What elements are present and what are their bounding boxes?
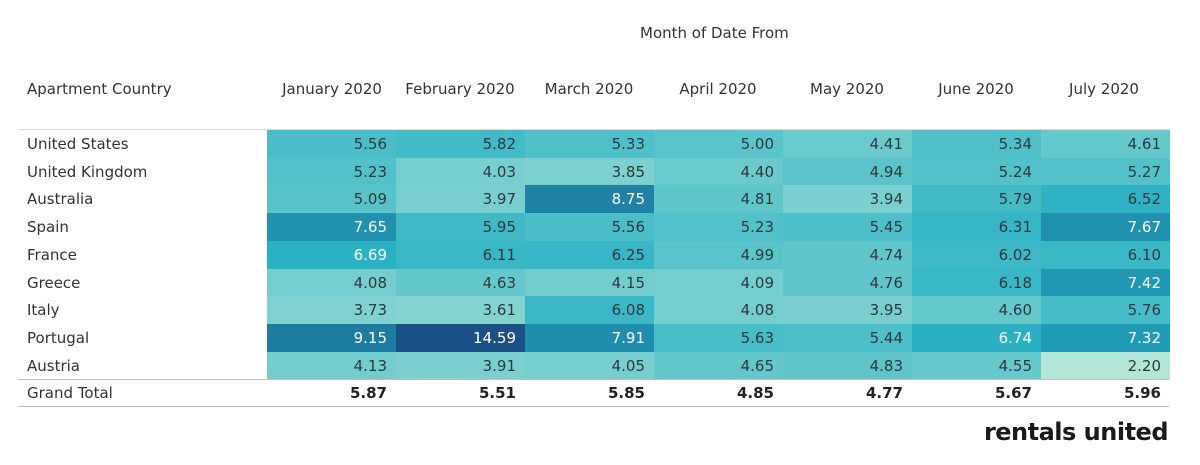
month-header: May 2020 (810, 80, 884, 98)
grand-total-cell: 5.96 (1123, 384, 1161, 402)
heatmap-cell: 6.74 (912, 323, 1041, 352)
grand-total-cell: 4.85 (736, 384, 774, 402)
heatmap-cell: 5.09 (267, 185, 396, 214)
heatmap-cell: 4.65 (654, 351, 783, 380)
heatmap-cell: 3.85 (525, 157, 654, 186)
grand-total-cell: 5.87 (349, 384, 387, 402)
heatmap-cell: 8.75 (525, 185, 654, 214)
heatmap-cell: 7.67 (1041, 213, 1170, 242)
heatmap-cell: 5.44 (783, 323, 912, 352)
grand-total-cell: 5.85 (607, 384, 645, 402)
grand-total-cell: 5.67 (994, 384, 1032, 402)
heatmap-cell: 4.08 (654, 296, 783, 325)
heatmap-cell: 4.08 (267, 268, 396, 297)
heatmap-cell: 4.81 (654, 185, 783, 214)
heatmap-cell: 4.63 (396, 268, 525, 297)
row-label: United States (27, 135, 129, 153)
month-header: April 2020 (679, 80, 757, 98)
heatmap-cell: 6.02 (912, 240, 1041, 269)
heatmap-cell: 6.18 (912, 268, 1041, 297)
heatmap-cell: 4.03 (396, 157, 525, 186)
heatmap-cell: 6.69 (267, 240, 396, 269)
heatmap-cell: 4.05 (525, 351, 654, 380)
grand-total-cell: 5.51 (478, 384, 516, 402)
heatmap-cell: 4.99 (654, 240, 783, 269)
rentals-united-logo: rentals united (983, 418, 1169, 446)
total-divider-bottom (18, 406, 1169, 407)
row-label: Portugal (27, 328, 90, 347)
heatmap-cell: 6.08 (525, 296, 654, 325)
heatmap-cell: 5.33 (525, 130, 654, 158)
row-label: United Kingdom (27, 162, 148, 181)
heatmap-cell: 4.74 (783, 240, 912, 269)
heatmap-cell: 3.94 (783, 185, 912, 214)
heatmap-cell: 3.91 (396, 351, 525, 380)
heatmap-cell: 4.40 (654, 157, 783, 186)
row-label: France (27, 245, 77, 264)
month-header: March 2020 (544, 80, 634, 98)
heatmap-cell: 4.60 (912, 296, 1041, 325)
heatmap-cell: 5.24 (912, 157, 1041, 186)
heatmap-cell: 4.83 (783, 351, 912, 380)
heatmap-cell: 4.76 (783, 268, 912, 297)
heatmap-cell: 4.13 (267, 351, 396, 380)
heatmap-cell: 5.45 (783, 213, 912, 242)
row-label: Italy (27, 301, 60, 320)
heatmap-grid: 5.56 5.82 5.33 5.00 4.41 5.34 4.61 5.23 4.03 3.85… (267, 130, 1170, 380)
heatmap-cell: 9.15 (267, 323, 396, 352)
month-header: July 2020 (1069, 80, 1139, 98)
heatmap-cell: 4.15 (525, 268, 654, 297)
heatmap-cell: 3.61 (396, 296, 525, 325)
row-label: Greece (27, 273, 81, 292)
heatmap-cell: 4.55 (912, 351, 1041, 380)
heatmap-cell: 5.56 (267, 130, 396, 158)
month-header: June 2020 (938, 80, 1014, 98)
heatmap-cell: 3.73 (267, 296, 396, 325)
heatmap-cell: 5.56 (525, 213, 654, 242)
heatmap-cell: 7.32 (1041, 323, 1170, 352)
heatmap-cell: 4.61 (1041, 130, 1170, 158)
heatmap-cell: 5.23 (654, 213, 783, 242)
row-label: Spain (27, 218, 69, 237)
heatmap-cell: 4.09 (654, 268, 783, 297)
heatmap-cell: 6.31 (912, 213, 1041, 242)
heatmap-cell: 7.91 (525, 323, 654, 352)
heatmap-cell: 3.95 (783, 296, 912, 325)
heatmap-cell: 5.34 (912, 130, 1041, 158)
column-group-title: Month of Date From (640, 24, 789, 42)
row-label: Austria (27, 356, 80, 375)
row-label: Australia (27, 190, 94, 209)
total-divider-top (18, 379, 1169, 380)
heatmap-cell: 5.23 (267, 157, 396, 186)
row-header-title: Apartment Country (27, 80, 172, 98)
heatmap-cell: 14.59 (396, 323, 525, 352)
heatmap-cell: 4.94 (783, 157, 912, 186)
heatmap-cell: 5.00 (654, 130, 783, 158)
heatmap-cell: 5.95 (396, 213, 525, 242)
month-header: February 2020 (405, 80, 515, 98)
heatmap-cell: 7.42 (1041, 268, 1170, 297)
grand-total-cell: 4.77 (865, 384, 903, 402)
heatmap-cell: 6.52 (1041, 185, 1170, 214)
heatmap-cell: 6.11 (396, 240, 525, 269)
heatmap-cell: 5.27 (1041, 157, 1170, 186)
heatmap-cell: 5.82 (396, 130, 525, 158)
heatmap-cell: 2.20 (1041, 351, 1170, 380)
grand-total-label: Grand Total (27, 384, 113, 402)
heatmap-cell: 5.76 (1041, 296, 1170, 325)
heatmap-cell: 7.65 (267, 213, 396, 242)
heatmap-cell: 3.97 (396, 185, 525, 214)
heatmap-cell: 5.79 (912, 185, 1041, 214)
header-divider (18, 129, 1169, 130)
heatmap-cell: 6.10 (1041, 240, 1170, 269)
month-header: January 2020 (282, 80, 382, 98)
heatmap-cell: 5.63 (654, 323, 783, 352)
heatmap-cell: 6.25 (525, 240, 654, 269)
heatmap-cell: 4.41 (783, 130, 912, 158)
